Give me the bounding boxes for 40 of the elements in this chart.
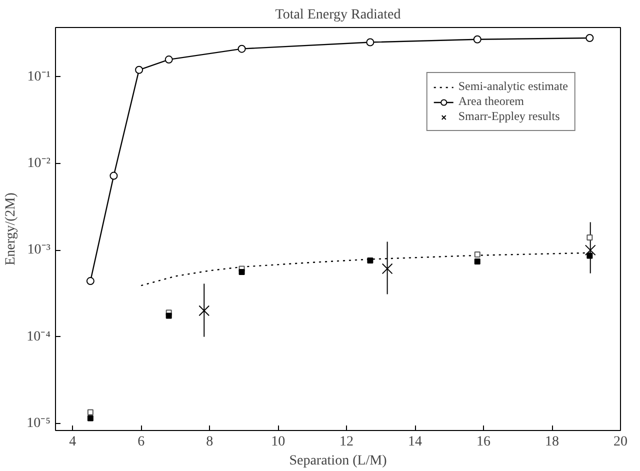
x-tick-label: 12: [340, 434, 354, 450]
point: [586, 34, 594, 42]
point: [382, 263, 393, 274]
y-tick-label: 10⁻⁵: [26, 416, 51, 431]
y-axis-title: Energy/(2M): [4, 192, 19, 266]
point: [366, 38, 374, 46]
point: [87, 415, 94, 422]
y-tick-label: 10⁻¹: [27, 69, 51, 84]
legend-label: Area theorem: [458, 94, 524, 109]
point: [367, 257, 374, 264]
y-tick-label: 10⁻⁴: [26, 329, 51, 344]
point: [166, 312, 172, 319]
point: [584, 244, 596, 256]
point: [473, 35, 482, 44]
y-tick-label: 10⁻²: [27, 156, 51, 171]
point: [86, 277, 94, 286]
x-tick-label: 20: [614, 434, 628, 450]
point: [238, 268, 245, 275]
point: [238, 44, 246, 53]
point: [135, 66, 144, 74]
chart-title: Total Energy Radiated: [275, 8, 401, 22]
point: [586, 234, 593, 240]
point: [474, 258, 480, 264]
point: [474, 252, 480, 258]
x-tick-label: 8: [206, 434, 214, 450]
x-tick-label: 10: [271, 434, 286, 450]
y-tick-label: 10⁻³: [27, 242, 51, 258]
point: [164, 56, 173, 64]
point: [110, 172, 118, 180]
x-tick-label: 14: [408, 434, 422, 450]
point: [198, 305, 210, 316]
point: [586, 252, 593, 259]
x-axis-title: Separation (L/M): [289, 454, 388, 468]
legend-label: Smarr-Eppley results: [458, 109, 560, 124]
x-tick-label: 4: [69, 434, 76, 450]
point: [87, 409, 94, 416]
x-tick-label: 16: [476, 434, 491, 450]
legend-label: Semi-analytic estimate: [458, 79, 568, 94]
x-tick-label: 18: [545, 434, 560, 450]
x-tick-label: 6: [138, 434, 145, 450]
